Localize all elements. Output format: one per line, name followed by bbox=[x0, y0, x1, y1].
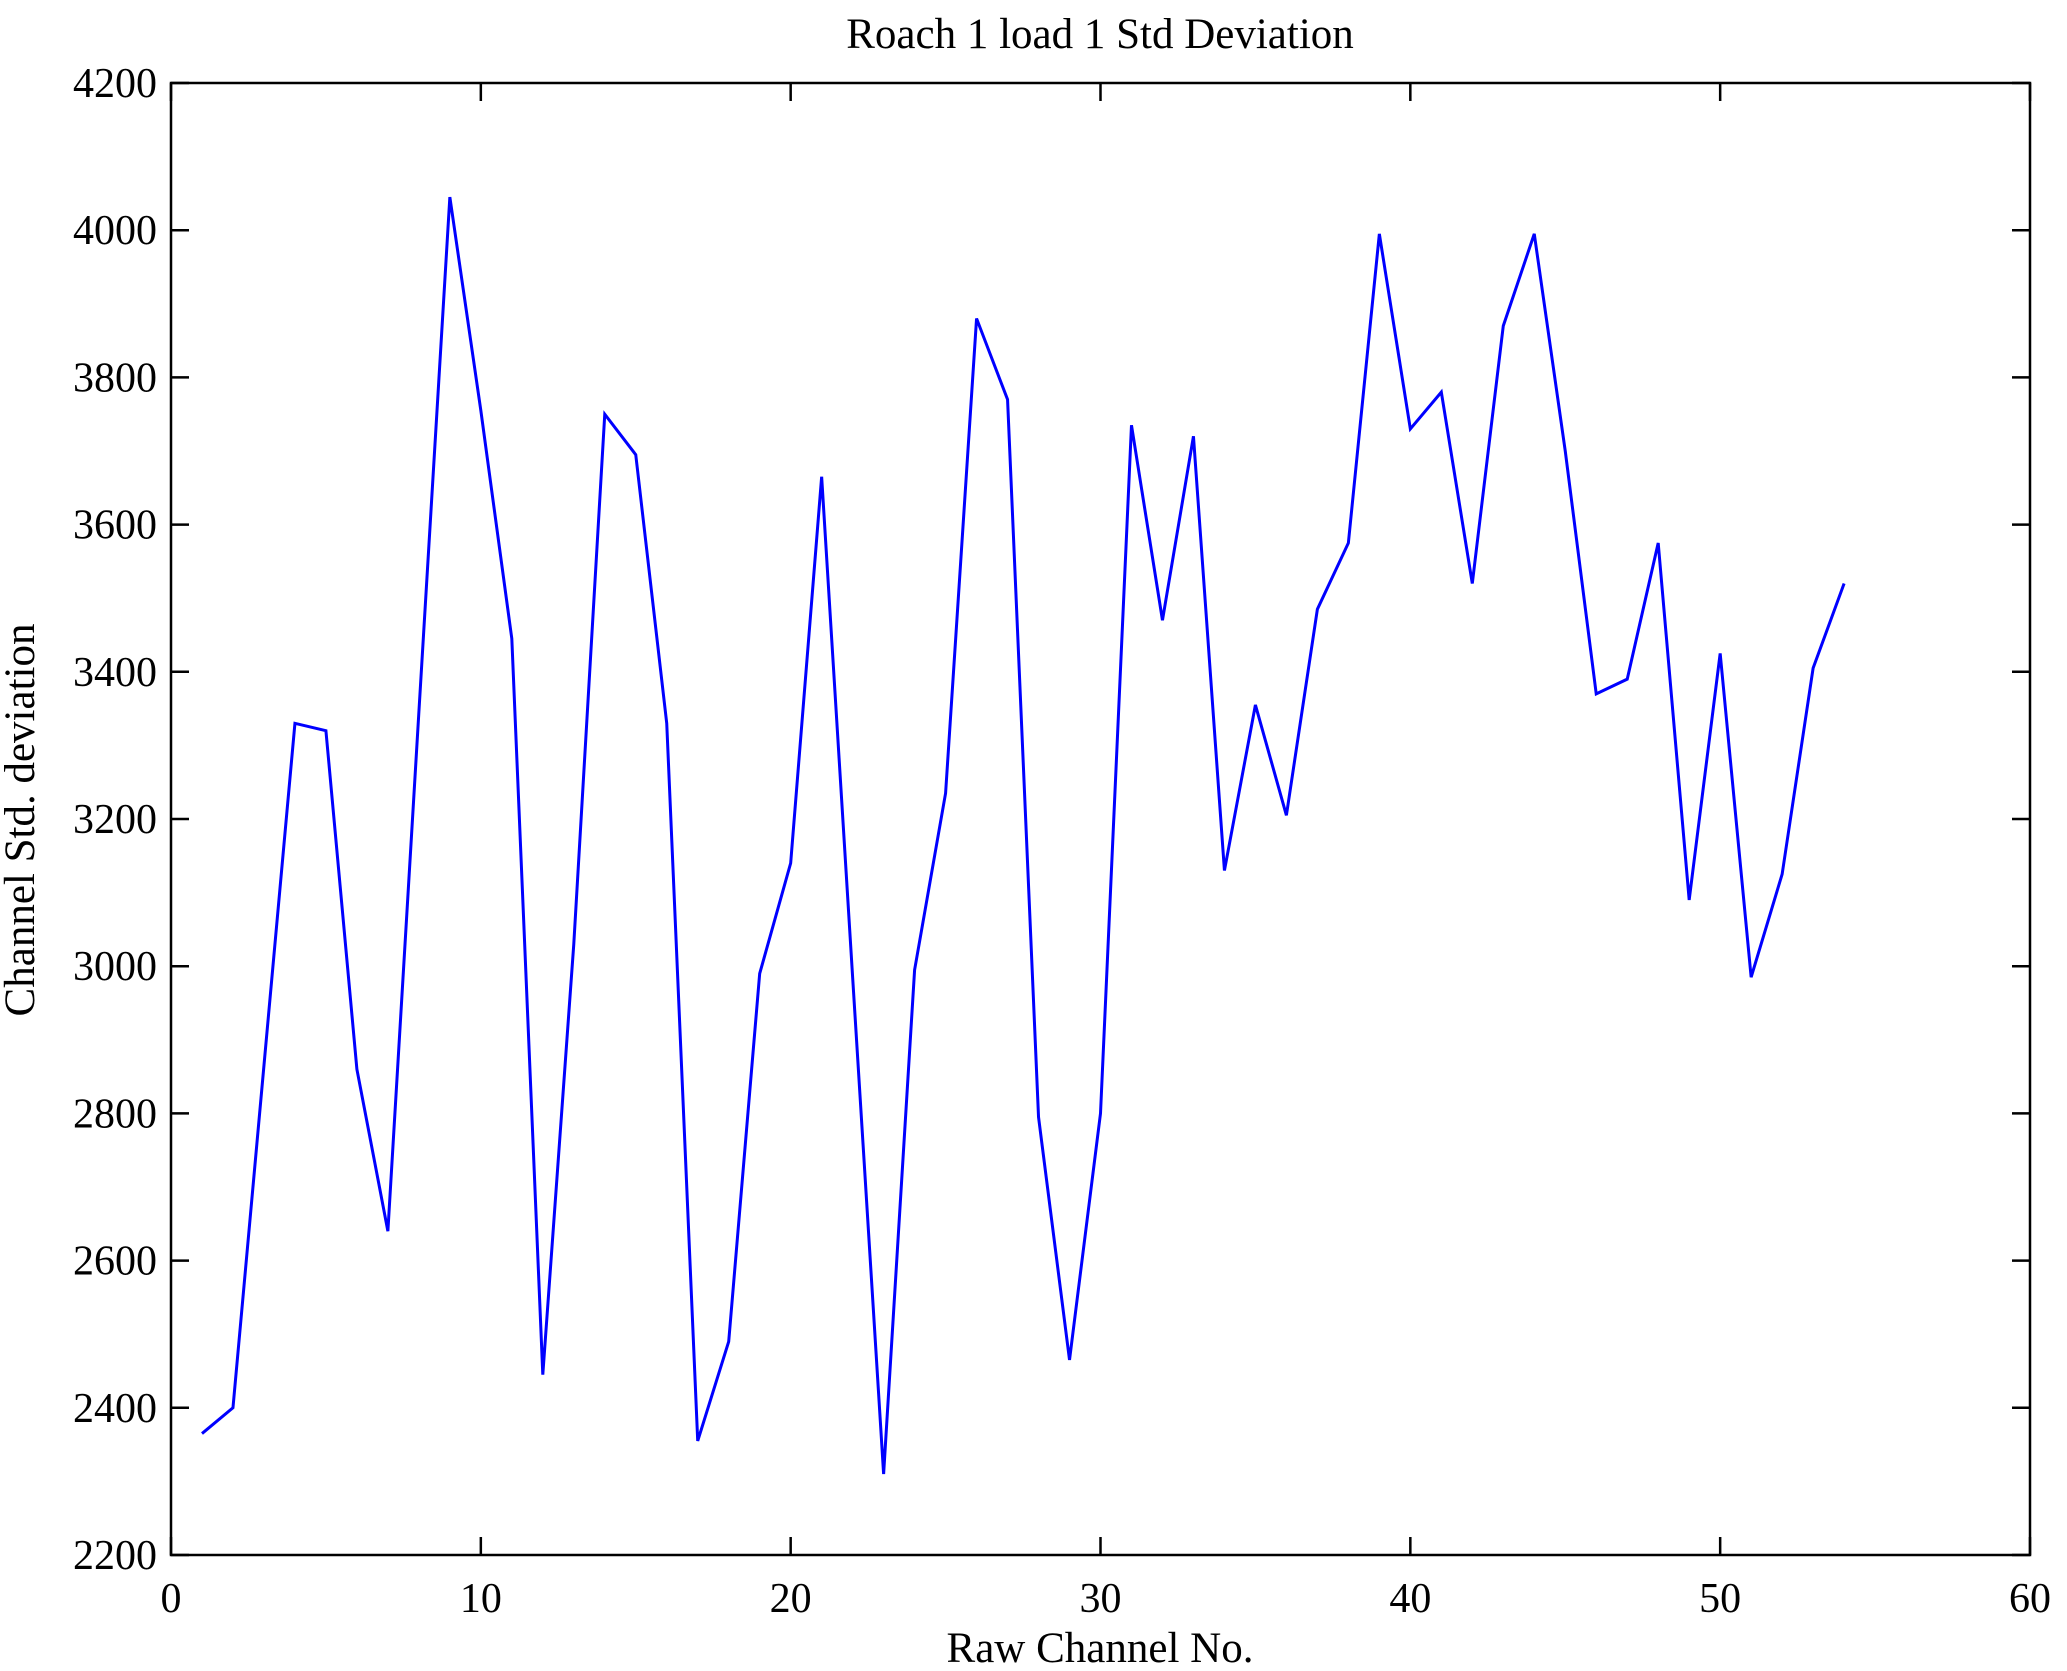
y-tick-label: 3800 bbox=[73, 355, 157, 401]
y-tick-label: 2800 bbox=[73, 1091, 157, 1137]
y-tick-label: 3000 bbox=[73, 944, 157, 990]
x-tick-label: 0 bbox=[161, 1576, 182, 1622]
x-axis-label: Raw Channel No. bbox=[947, 1625, 1254, 1671]
y-tick-label: 2600 bbox=[73, 1239, 157, 1285]
y-tick-label: 4000 bbox=[73, 208, 157, 254]
y-tick-label: 4200 bbox=[73, 61, 157, 107]
x-tick-label: 10 bbox=[460, 1576, 502, 1622]
plot-area: 0 10 20 30 40 50 60 2200 2400 2600 2800 3000 3200 340… bbox=[73, 61, 2051, 1622]
x-tick-label: 30 bbox=[1080, 1576, 1122, 1622]
chart-title: Roach 1 load 1 Std Deviation bbox=[846, 11, 1354, 58]
x-tick-label: 40 bbox=[1389, 1576, 1431, 1622]
y-tick-label: 3200 bbox=[73, 797, 157, 843]
x-tick-label: 20 bbox=[770, 1576, 812, 1622]
x-tick-label: 60 bbox=[2009, 1576, 2051, 1622]
y-tick-label: 2200 bbox=[73, 1533, 157, 1579]
plot-frame bbox=[169, 81, 2032, 1557]
x-tick-label: 50 bbox=[1699, 1576, 1741, 1622]
data-line bbox=[201, 196, 1846, 1475]
y-tick-label: 2400 bbox=[73, 1386, 157, 1432]
y-tick-label: 3600 bbox=[73, 503, 157, 549]
y-axis-label: Channel Std. deviation bbox=[0, 624, 44, 1017]
y-tick-label: 3400 bbox=[73, 650, 157, 696]
